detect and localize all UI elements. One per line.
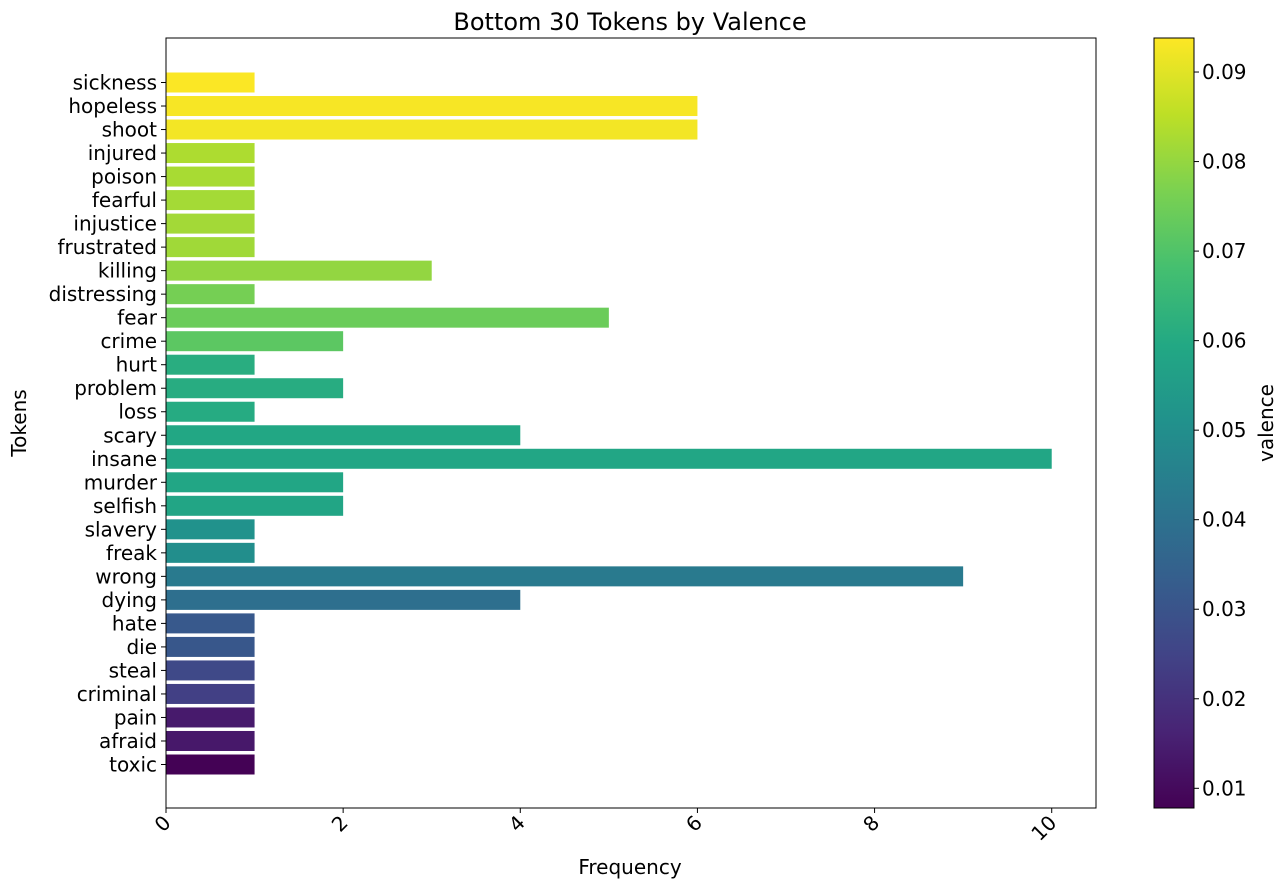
x-tick-label: 2 — [327, 811, 353, 837]
bar-pain — [166, 707, 255, 728]
bar-criminal — [166, 683, 255, 704]
colorbar-tick-label: 0.02 — [1202, 687, 1247, 711]
colorbar-tick-label: 0.08 — [1202, 150, 1247, 174]
bar-hurt — [166, 354, 255, 375]
y-tick-label: wrong — [95, 564, 157, 588]
y-tick-label: sickness — [73, 71, 157, 95]
y-tick-label: afraid — [99, 729, 157, 753]
colorbar-tick-label: 0.06 — [1202, 329, 1247, 353]
y-tick-label: problem — [74, 376, 157, 400]
colorbar-tick-label: 0.04 — [1202, 508, 1247, 532]
y-tick-label: crime — [100, 329, 157, 353]
y-tick-label: toxic — [109, 753, 157, 777]
chart-title: Bottom 30 Tokens by Valence — [453, 8, 806, 36]
bar-distressing — [166, 284, 255, 305]
y-tick-label: hopeless — [68, 94, 157, 118]
y-axis-label: Tokens — [7, 389, 31, 457]
y-tick-label: killing — [98, 259, 157, 283]
bar-problem — [166, 378, 344, 399]
y-tick-label: hurt — [116, 353, 158, 377]
y-tick-label: scary — [103, 423, 157, 447]
y-tick-label: hate — [112, 611, 157, 635]
y-tick-label: poison — [91, 165, 157, 189]
bar-loss — [166, 401, 255, 422]
bar-frustrated — [166, 237, 255, 258]
bar-afraid — [166, 730, 255, 751]
bar-fearful — [166, 190, 255, 211]
bar-hopeless — [166, 96, 698, 117]
y-tick-label: slavery — [85, 517, 158, 541]
y-tick-label: pain — [114, 705, 157, 729]
y-tick-label: fear — [117, 306, 158, 330]
y-tick-label: frustrated — [57, 235, 157, 259]
bar-injured — [166, 143, 255, 164]
x-tick-label: 4 — [504, 811, 530, 837]
y-tick-label: insane — [91, 447, 157, 471]
bar-wrong — [166, 566, 964, 587]
y-tick-label: shoot — [102, 118, 158, 142]
bar-fear — [166, 307, 609, 328]
y-tick-label: dying — [102, 588, 157, 612]
bar-steal — [166, 660, 255, 681]
colorbar-tick-label: 0.05 — [1202, 418, 1247, 442]
colorbar-tick-label: 0.03 — [1202, 597, 1247, 621]
y-tick-label: die — [126, 635, 157, 659]
y-tick-label: freak — [106, 541, 157, 565]
colorbar — [1153, 37, 1195, 809]
bar-killing — [166, 260, 432, 281]
bar-sickness — [166, 72, 255, 93]
y-tick-label: criminal — [77, 682, 157, 706]
bar-die — [166, 636, 255, 657]
bar-injustice — [166, 213, 255, 234]
y-tick-label: selfish — [93, 494, 157, 518]
bar-slavery — [166, 519, 255, 540]
x-tick-label: 0 — [150, 811, 176, 837]
bar-selfish — [166, 495, 344, 516]
bar-toxic — [166, 754, 255, 775]
x-tick-label: 10 — [1026, 811, 1061, 846]
bar-dying — [166, 589, 521, 610]
y-tick-label: murder — [84, 470, 158, 494]
colorbar-tick-label: 0.01 — [1202, 776, 1247, 800]
y-tick-label: loss — [118, 400, 157, 424]
x-axis-label: Frequency — [578, 855, 681, 879]
bar-freak — [166, 542, 255, 563]
y-tick-label: injustice — [73, 212, 157, 236]
colorbar-tick-label: 0.09 — [1202, 60, 1247, 84]
bar-scary — [166, 425, 521, 446]
bar-hate — [166, 613, 255, 634]
x-tick-label: 8 — [858, 811, 884, 837]
bar-poison — [166, 166, 255, 187]
plot-area — [166, 38, 1096, 808]
y-tick-label: fearful — [92, 188, 157, 212]
y-tick-label: injured — [88, 141, 157, 165]
colorbar-label: valence — [1254, 384, 1278, 462]
y-tick-label: steal — [109, 658, 157, 682]
x-tick-label: 6 — [681, 811, 707, 837]
bar-murder — [166, 472, 344, 493]
bar-shoot — [166, 119, 698, 140]
bar-insane — [166, 448, 1052, 469]
plot-frame — [165, 37, 1097, 809]
y-tick-label: distressing — [49, 282, 157, 306]
colorbar-tick-label: 0.07 — [1202, 239, 1247, 263]
bar-crime — [166, 331, 344, 352]
